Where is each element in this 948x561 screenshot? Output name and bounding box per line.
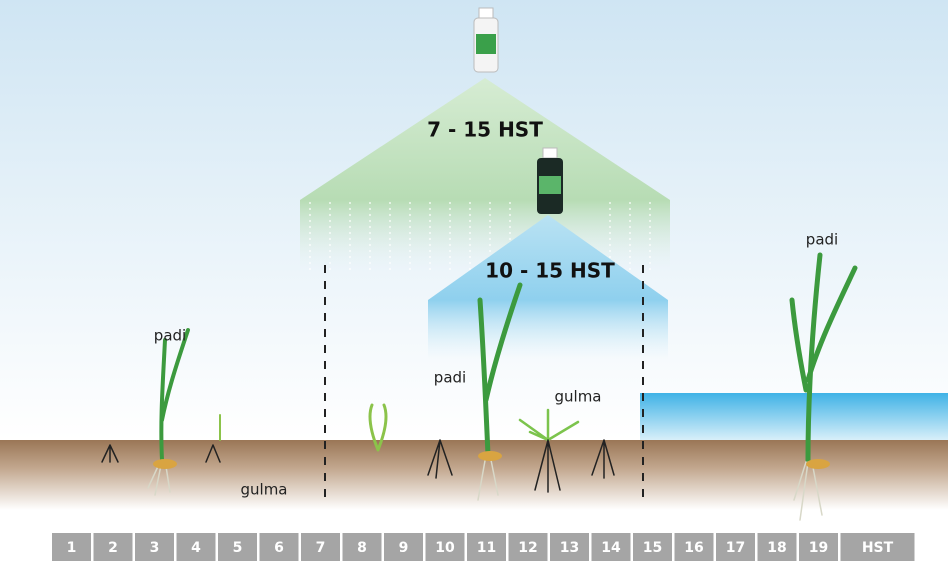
day-label: 1 — [67, 540, 77, 556]
day-label: 7 — [316, 540, 326, 556]
day-label: 9 — [399, 540, 409, 556]
range-label: 7 - 15 HST — [427, 118, 543, 142]
day-label: HST — [862, 540, 894, 556]
day-label: 17 — [726, 540, 745, 556]
water — [640, 393, 948, 440]
infographic: 7 - 15 HST 10 - 15 HST padi padi padi gu… — [0, 0, 948, 561]
day-label: 2 — [108, 540, 118, 556]
weed-label: gulma — [555, 388, 602, 406]
plant-label: padi — [434, 369, 466, 387]
day-label: 18 — [767, 540, 786, 556]
bottle-icon — [474, 8, 498, 72]
plant-label: padi — [806, 231, 838, 249]
day-label: 10 — [435, 540, 455, 556]
day-label: 14 — [601, 540, 621, 556]
day-label: 5 — [233, 540, 243, 556]
plant-label: padi — [154, 327, 186, 345]
day-label: 12 — [518, 540, 537, 556]
day-label: 8 — [357, 540, 367, 556]
weed-label: gulma — [241, 481, 288, 499]
day-label: 19 — [809, 540, 828, 556]
day-label: 6 — [274, 540, 284, 556]
spray-fade — [428, 300, 668, 360]
day-label: 4 — [191, 540, 201, 556]
day-label: 16 — [684, 540, 703, 556]
day-label: 13 — [560, 540, 579, 556]
day-label: 15 — [643, 540, 662, 556]
range-label: 10 - 15 HST — [485, 259, 615, 283]
day-label: 3 — [150, 540, 160, 556]
day-label: 11 — [477, 540, 496, 556]
